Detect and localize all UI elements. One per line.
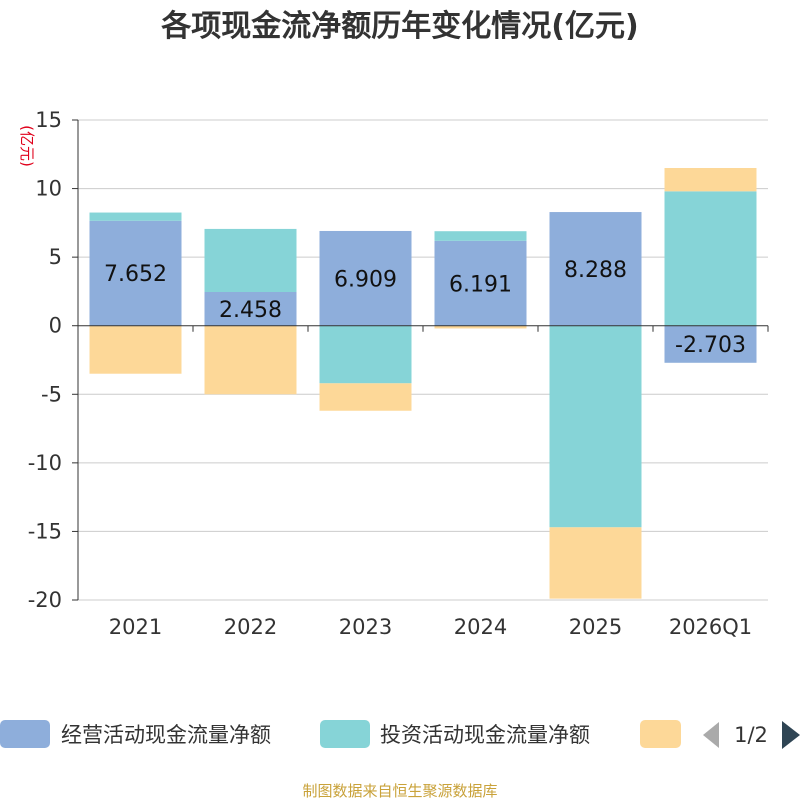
y-tick-label: 10 — [35, 177, 62, 201]
legend-item-operating[interactable]: 经营活动现金流量净额 — [0, 720, 271, 748]
bars — [89, 168, 757, 599]
legend-prev-page-icon[interactable] — [703, 722, 719, 748]
bar-financing-2025[interactable] — [549, 527, 642, 599]
y-tick-label: 5 — [49, 245, 62, 269]
bar-operating-2023[interactable] — [319, 230, 412, 326]
chart-title: 各项现金流净额历年变化情况(亿元) — [160, 9, 638, 44]
bar-investing-2023[interactable] — [319, 325, 412, 384]
y-tick-label: -15 — [28, 519, 62, 543]
x-tick-label: 2022 — [224, 615, 277, 639]
y-tick-label: 15 — [35, 108, 62, 132]
legend-swatch-financing — [640, 720, 681, 748]
legend-item-financing[interactable] — [640, 720, 681, 748]
y-axis-unit-label: (亿元) — [18, 125, 36, 167]
y-tick-label: -10 — [28, 451, 62, 475]
x-tick-label: 2026Q1 — [669, 615, 752, 639]
y-tick-label: -20 — [28, 588, 62, 612]
legend-swatch-operating — [0, 720, 50, 748]
bar-investing-2022[interactable] — [204, 228, 297, 293]
grid-lines — [78, 119, 768, 601]
bar-investing-2026Q1[interactable] — [664, 191, 757, 326]
bar-investing-2024[interactable] — [434, 231, 527, 241]
bar-operating-2021[interactable] — [89, 220, 182, 326]
source-note: 制图数据来自恒生聚源数据库 — [302, 782, 497, 800]
bar-financing-2024[interactable] — [434, 325, 527, 329]
legend-item-investing[interactable]: 投资活动现金流量净额 — [320, 720, 590, 748]
bar-investing-2021[interactable] — [89, 212, 182, 221]
x-tick-label: 2025 — [569, 615, 622, 639]
data-labels: 7.652 2.458 6.909 6.191 8.288 -2.703 — [104, 258, 746, 358]
y-tick-label: -5 — [41, 382, 62, 406]
bar-financing-2021[interactable] — [89, 325, 182, 374]
bar-operating-2022[interactable] — [204, 292, 297, 326]
data-label-operating-2023: 6.909 — [334, 267, 397, 292]
x-tick-label: 2024 — [454, 615, 507, 639]
x-tick-label: 2021 — [109, 615, 162, 639]
data-label-operating-2024: 6.191 — [449, 272, 512, 297]
bar-financing-2023[interactable] — [319, 383, 412, 411]
bar-operating-2026Q1[interactable] — [664, 325, 757, 363]
axes: 15 10 5 0 -5 -10 -15 -20 2021 2022 2023 2024 2025 202… — [28, 108, 769, 639]
x-tick-label: 2023 — [339, 615, 392, 639]
data-label-operating-2022: 2.458 — [219, 298, 282, 323]
legend-next-page-icon[interactable] — [782, 721, 800, 749]
bar-financing-2022[interactable] — [204, 325, 297, 395]
legend-page-indicator: 1/2 — [734, 723, 768, 747]
legend-label-investing: 投资活动现金流量净额 — [380, 723, 590, 747]
bar-operating-2025[interactable] — [549, 212, 642, 326]
legend-label-operating: 经营活动现金流量净额 — [61, 723, 271, 747]
bar-investing-2025[interactable] — [549, 325, 642, 528]
data-label-operating-2021: 7.652 — [104, 262, 167, 287]
bar-operating-2024[interactable] — [434, 240, 527, 326]
data-label-operating-2025: 8.288 — [564, 258, 627, 283]
bar-financing-2026Q1[interactable] — [664, 168, 757, 192]
legend-swatch-investing — [320, 720, 370, 748]
y-tick-label: 0 — [49, 314, 62, 338]
data-label-operating-2026Q1: -2.703 — [675, 333, 746, 358]
legend: 经营活动现金流量净额 投资活动现金流量净额 1/2 — [0, 720, 800, 749]
